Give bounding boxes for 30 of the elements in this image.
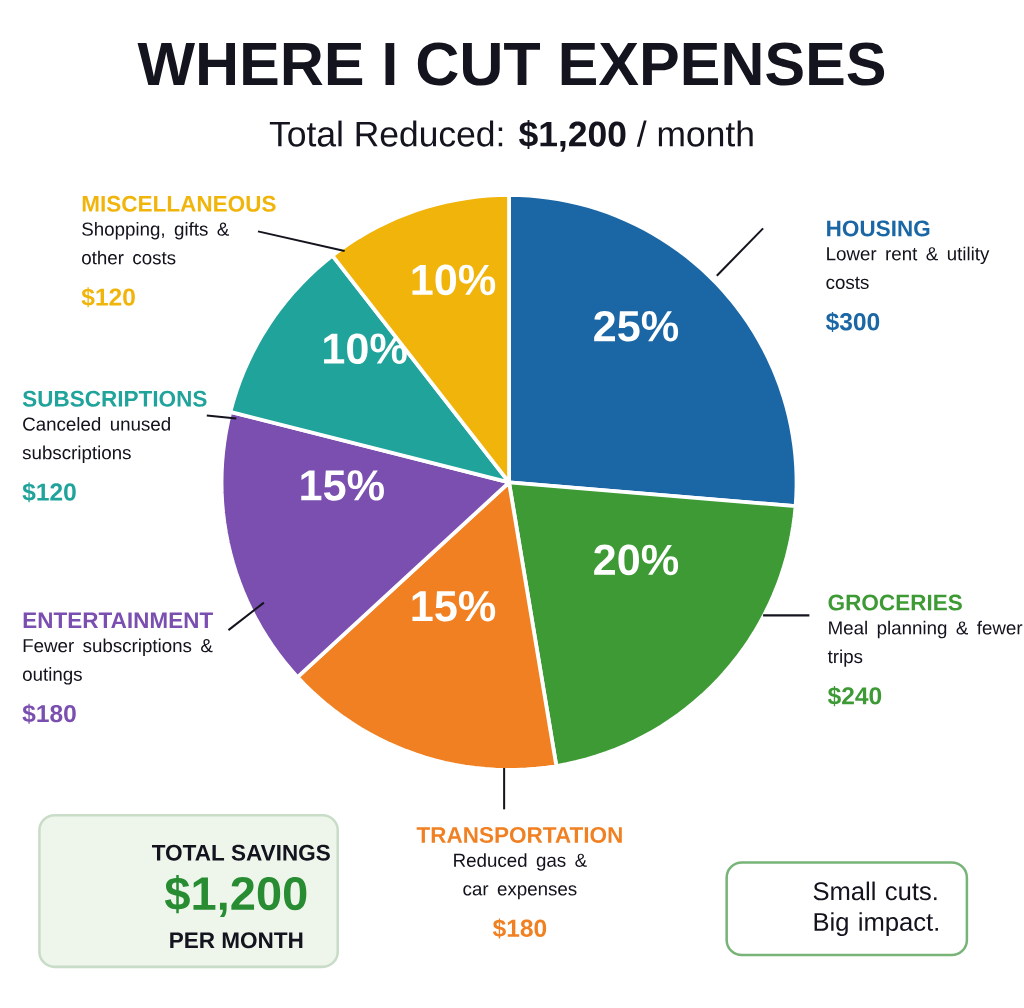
data-label: 10% xyxy=(324,333,407,364)
text: Fewer subscriptions & outings xyxy=(22,638,213,685)
text: Canceled unused subscriptions xyxy=(22,416,170,463)
slice-label: HOUSING xyxy=(827,220,930,237)
text: $300 xyxy=(825,311,880,332)
text: Small cuts. Big impact. xyxy=(813,881,938,936)
text: PER MONTH xyxy=(170,932,303,949)
text: $180 xyxy=(492,918,547,939)
data-label: 20% xyxy=(594,544,679,576)
text: $180 xyxy=(22,703,76,724)
data-label: 25% xyxy=(594,310,679,342)
chart-subtitle: Total Reduced: $1,200 / month xyxy=(269,119,753,152)
chart-title: WHERE I CUT EXPENSES xyxy=(137,42,885,86)
text: Reduced gas & car expenses xyxy=(454,853,587,900)
text: $120 xyxy=(22,482,76,503)
slice-label: SUBSCRIPTIONS xyxy=(22,390,207,407)
slice-label: MISCELLANEOUS xyxy=(82,195,276,212)
text: Meal planning & fewer trips xyxy=(827,620,1023,667)
data-label: 15% xyxy=(301,470,384,501)
slice-label: TRANSPORTATION xyxy=(416,826,622,843)
text: Lower rent & utility costs xyxy=(826,246,990,289)
text: $120 xyxy=(81,287,135,308)
text: $240 xyxy=(827,685,882,707)
slice-label: GROCERIES xyxy=(828,594,962,611)
text: TOTAL SAVINGS xyxy=(151,844,330,861)
data-label: 10% xyxy=(412,264,496,296)
slice-label: ENTERTAINMENT xyxy=(23,612,213,628)
data-label: 15% xyxy=(412,590,496,622)
text: $1,200 xyxy=(164,874,307,918)
text: Shopping, gifts & other costs xyxy=(82,221,229,265)
